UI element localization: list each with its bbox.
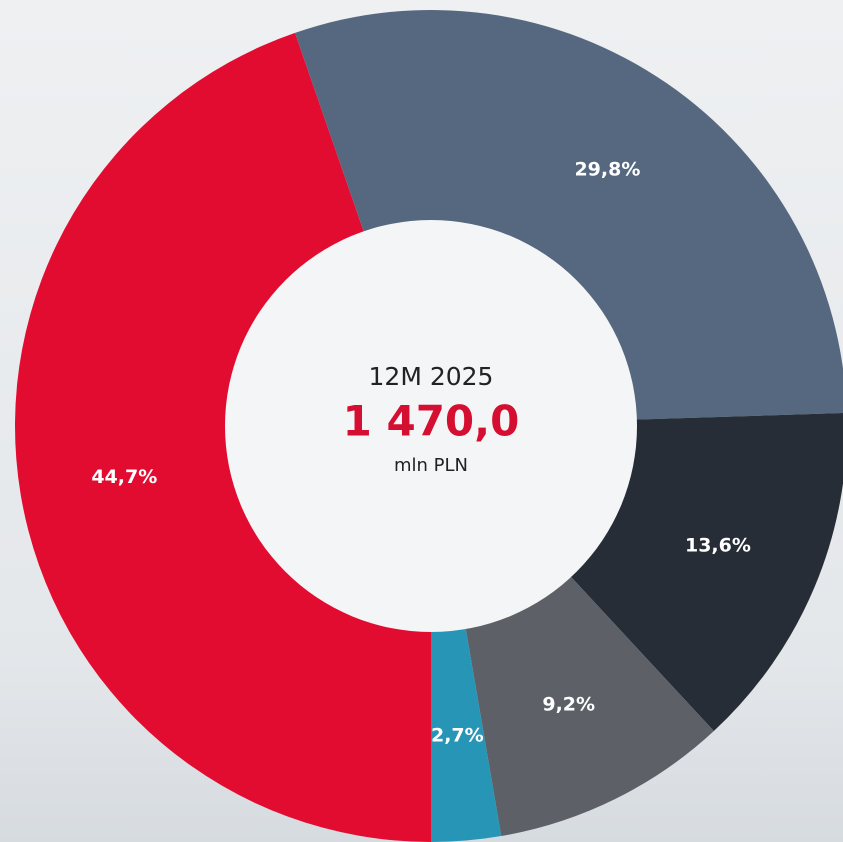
- total-label: 1 470,0: [343, 397, 520, 446]
- slice-label: 44,7%: [91, 466, 157, 488]
- slice-label: 29,8%: [574, 158, 640, 180]
- slice-label: 2,7%: [431, 724, 484, 746]
- unit-label: mln PLN: [394, 455, 468, 476]
- slice-label: 13,6%: [685, 534, 751, 556]
- donut-hole: [225, 220, 637, 632]
- slice: [14, 32, 431, 842]
- period-label: 12M 2025: [369, 362, 494, 391]
- slice-label: 9,2%: [542, 693, 595, 715]
